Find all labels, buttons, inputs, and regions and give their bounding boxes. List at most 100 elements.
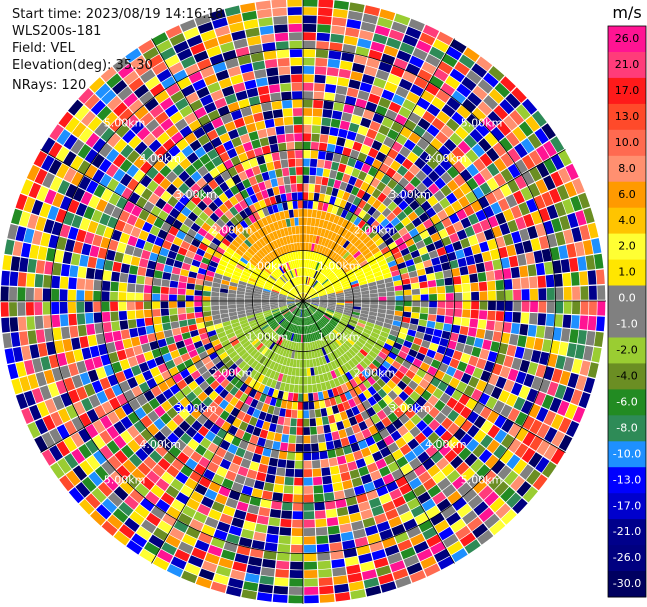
range-gate — [463, 134, 477, 149]
range-gate — [445, 293, 454, 301]
range-gate — [452, 316, 462, 326]
range-gate — [384, 318, 393, 325]
range-gate — [529, 288, 538, 300]
range-gate — [386, 309, 395, 315]
range-gate — [472, 186, 485, 200]
range-gate — [383, 272, 392, 279]
range-gate — [492, 187, 505, 201]
range-gate — [319, 293, 327, 297]
range-gate — [303, 74, 314, 83]
range-gate — [431, 117, 445, 131]
range-gate — [425, 327, 435, 336]
range-gate — [350, 247, 359, 256]
range-gate — [577, 330, 587, 345]
range-gate — [500, 168, 514, 183]
range-gate — [496, 290, 505, 301]
range-gate — [337, 247, 345, 256]
start-time-label: Start time: 2023/08/19 14:16:18 — [12, 7, 224, 22]
range-gate — [408, 132, 421, 144]
range-gate — [319, 298, 328, 300]
range-gate — [368, 230, 378, 239]
range-gate — [566, 243, 577, 258]
range-gate — [546, 233, 558, 248]
range-gate — [562, 386, 575, 403]
range-gate — [537, 275, 546, 288]
range-gate — [446, 179, 459, 192]
range-gate — [353, 106, 365, 117]
range-gate — [394, 285, 403, 291]
range-gate — [321, 117, 332, 127]
range-gate — [315, 235, 320, 244]
range-gate — [332, 253, 340, 262]
range-gate — [331, 205, 339, 215]
range-gate — [381, 89, 395, 101]
range-gate — [312, 108, 323, 117]
range-gate — [350, 186, 360, 196]
range-gate — [357, 125, 369, 136]
range-gate — [395, 290, 404, 296]
range-gate — [318, 219, 325, 228]
range-gate — [485, 270, 495, 281]
range-gate — [416, 182, 428, 194]
range-gate — [507, 179, 520, 194]
range-gate — [500, 257, 510, 269]
colorbar-tick-label: 21.0 — [615, 58, 640, 71]
range-gate — [499, 137, 513, 152]
range-gate — [322, 168, 331, 178]
range-gate — [306, 226, 311, 234]
range-gate — [350, 316, 359, 322]
range-gate — [357, 219, 366, 229]
range-gate — [329, 241, 337, 250]
range-gate — [303, 32, 316, 41]
range-gate — [387, 260, 397, 268]
range-gate — [554, 384, 567, 400]
range-gate — [449, 259, 459, 269]
range-gate — [310, 295, 319, 299]
range-gate — [546, 301, 555, 314]
range-gate — [562, 314, 572, 328]
range-gate — [303, 167, 310, 175]
range-gate — [316, 286, 324, 292]
range-gate — [402, 70, 417, 84]
range-gate — [317, 274, 324, 282]
range-gate — [479, 182, 492, 195]
range-gate — [447, 340, 457, 350]
range-gate — [323, 281, 331, 288]
range-gate — [492, 142, 507, 157]
range-gate — [541, 123, 556, 140]
range-gate — [364, 174, 374, 185]
range-gate — [341, 219, 349, 228]
range-gate — [333, 102, 344, 112]
range-gate — [336, 296, 345, 300]
range-gate — [303, 133, 312, 142]
range-gate — [476, 56, 493, 72]
range-gate — [544, 326, 554, 340]
range-gate — [479, 219, 491, 231]
range-gate — [441, 104, 456, 118]
range-gate — [436, 246, 447, 257]
range-gate — [353, 206, 362, 217]
range-gate — [309, 234, 314, 243]
range-gate — [352, 62, 365, 74]
range-gate — [587, 222, 599, 239]
range-gate — [533, 250, 544, 264]
range-gate — [567, 212, 579, 228]
range-gate — [457, 140, 471, 154]
range-gate — [466, 177, 479, 191]
range-gate — [352, 306, 361, 310]
range-gate — [518, 202, 530, 216]
range-gate — [357, 199, 367, 209]
range-gate — [428, 287, 437, 294]
range-gate — [357, 256, 366, 265]
range-gate — [560, 259, 571, 273]
range-gate — [492, 331, 502, 342]
range-gate — [346, 19, 362, 30]
range-gate — [466, 70, 482, 85]
range-gate — [405, 222, 416, 232]
range-gate — [348, 259, 357, 267]
range-gate — [389, 265, 399, 272]
colorbar-tick-label: 8.0 — [618, 162, 636, 175]
range-gate — [459, 326, 469, 336]
range-gate — [439, 338, 449, 347]
range-gate — [413, 256, 423, 265]
